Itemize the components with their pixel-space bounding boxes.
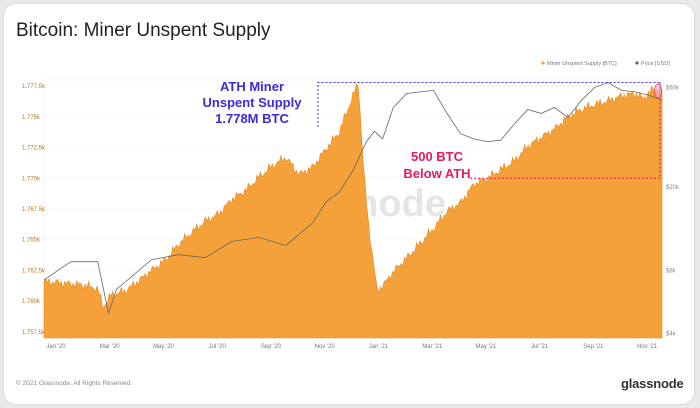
y-left-tick: 1.775k [22, 115, 41, 121]
ath-dashed-line [317, 82, 660, 127]
x-tick: Jan '20 [46, 344, 66, 350]
brand-logo: glassnode [621, 376, 684, 391]
ath-annotation-text: ATH Miner [220, 79, 284, 94]
x-axis: Jan '20 Mar '20 May '20 Jul '20 Sep '20 Nov '… [46, 344, 657, 350]
x-tick: Jul '20 [209, 344, 227, 350]
y-right-tick: $60k [666, 85, 680, 91]
x-tick: Nov '21 [637, 344, 658, 350]
y-left-tick: 1.770k [22, 176, 41, 182]
y-right-tick: $20k [666, 185, 680, 191]
y-right-tick: $8k [666, 268, 677, 274]
x-tick: Nov '20 [315, 344, 336, 350]
x-tick: Sep '20 [261, 344, 282, 350]
y-left-tick: 1.760k [22, 299, 41, 305]
supply-area [43, 82, 663, 339]
legend-supply-label: Miner Unspent Supply [BTC] [547, 61, 617, 67]
current-highlight-marker [654, 83, 662, 99]
y-left-tick: 1.757.5k [22, 330, 46, 336]
x-tick: Mar '21 [422, 344, 442, 350]
x-tick: May '20 [153, 344, 174, 350]
price-line [43, 82, 663, 315]
footer-copyright: © 2021 Glassnode. All Rights Reserved. [16, 380, 133, 387]
y-left-tick: 1.767.5k [22, 207, 46, 213]
below-ath-annotation-text: Below ATH [403, 166, 470, 181]
y-left-tick: 1.762.5k [22, 268, 46, 274]
x-tick: Mar '20 [100, 344, 120, 350]
y-axis-left: 1.777.5k 1.775k 1.772.5k 1.770k 1.767.5k 1.76… [22, 84, 46, 336]
ath-annotation-text: Unspent Supply [203, 95, 303, 110]
x-tick: Jan '21 [369, 344, 389, 350]
y-axis-right: $60k $20k $8k $4k [666, 85, 680, 337]
legend-price-label: Price [USD] [641, 61, 670, 67]
y-right-tick: $4k [666, 331, 677, 337]
x-tick: Jul '21 [531, 344, 549, 350]
y-left-tick: 1.777.5k [22, 84, 46, 90]
ath-annotation-text: 1.778M BTC [215, 111, 289, 126]
x-tick: May '21 [475, 344, 496, 350]
x-tick: Sep '21 [583, 344, 604, 350]
legend-price-dot [635, 61, 639, 65]
chart-title: Bitcoin: Miner Unspent Supply [16, 20, 271, 41]
legend-supply-dot [541, 61, 545, 65]
y-left-tick: 1.765k [22, 238, 41, 244]
below-ath-annotation-text: 500 BTC [411, 149, 464, 164]
legend: Miner Unspent Supply [BTC] Price [USD] [541, 61, 670, 67]
y-left-tick: 1.772.5k [22, 146, 46, 152]
